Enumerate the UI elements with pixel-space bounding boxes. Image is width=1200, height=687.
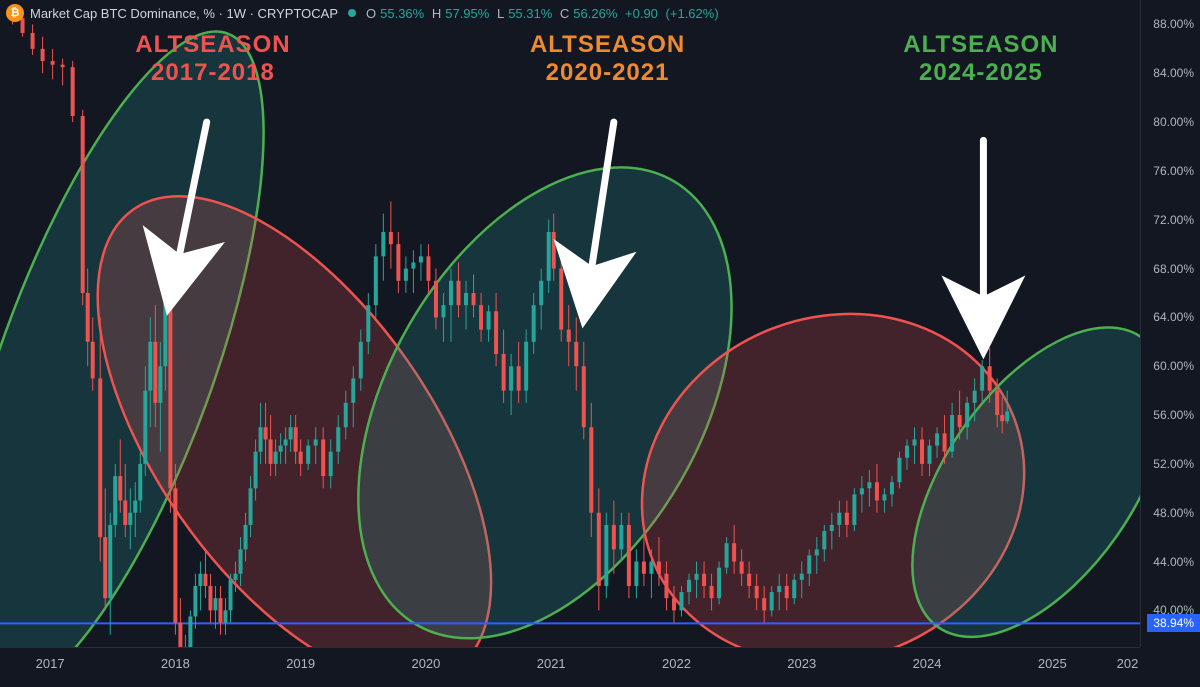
x-axis[interactable]: 2017 2018 2019 2020 2021 2022 2023 2024 2025 202: [0, 647, 1140, 687]
x-tick: 2023: [787, 656, 816, 671]
x-tick: 2021: [537, 656, 566, 671]
ohlc-chg: +0.90: [625, 6, 658, 21]
y-tick: 68.00%: [1153, 262, 1194, 276]
chart-header: ₿ Market Cap BTC Dominance, % · 1W · CRY…: [6, 4, 723, 22]
altseason-label: ALTSEASON 2017-2018: [135, 31, 290, 89]
ohlc-chg-pct: (+1.62%): [666, 6, 719, 21]
altseason-label: ALTSEASON 2020-2021: [530, 31, 685, 89]
ohlc-c: 56.26%: [573, 6, 617, 21]
y-tick: 60.00%: [1153, 359, 1194, 373]
y-tick: 48.00%: [1153, 506, 1194, 520]
ohlc-o: 55.36%: [380, 6, 424, 21]
ohlc-block: O55.36% H57.95% L55.31% C56.26% +0.90 (+…: [366, 6, 723, 21]
y-tick: 44.00%: [1153, 555, 1194, 569]
y-tick: 56.00%: [1153, 408, 1194, 422]
y-tick: 88.00%: [1153, 17, 1194, 31]
y-tick: 76.00%: [1153, 164, 1194, 178]
x-tick: 2025: [1038, 656, 1067, 671]
chart-root: ₿ Market Cap BTC Dominance, % · 1W · CRY…: [0, 0, 1200, 687]
ohlc-l: 55.31%: [508, 6, 552, 21]
x-tick: 2018: [161, 656, 190, 671]
support-price-badge: 38.94%: [1147, 614, 1200, 632]
y-tick: 84.00%: [1153, 66, 1194, 80]
x-tick: 202: [1117, 656, 1139, 671]
x-tick: 2020: [411, 656, 440, 671]
y-tick: 52.00%: [1153, 457, 1194, 471]
plot-svg: [0, 0, 1140, 647]
ohlc-h: 57.95%: [445, 6, 489, 21]
y-tick: 72.00%: [1153, 213, 1194, 227]
market-status-dot: [348, 9, 356, 17]
y-tick: 80.00%: [1153, 115, 1194, 129]
x-tick: 2022: [662, 656, 691, 671]
x-tick: 2017: [36, 656, 65, 671]
bitcoin-icon: ₿: [6, 4, 24, 22]
y-axis[interactable]: 40.00%44.00%48.00%52.00%56.00%60.00%64.0…: [1140, 0, 1200, 647]
x-tick: 2019: [286, 656, 315, 671]
altseason-label: ALTSEASON 2024-2025: [903, 31, 1058, 89]
symbol-title[interactable]: Market Cap BTC Dominance, % · 1W · CRYPT…: [30, 6, 338, 21]
plot-area[interactable]: ALTSEASON 2017-2018 ALTSEASON 2020-2021 AL…: [0, 0, 1140, 647]
x-tick: 2024: [913, 656, 942, 671]
y-tick: 64.00%: [1153, 310, 1194, 324]
